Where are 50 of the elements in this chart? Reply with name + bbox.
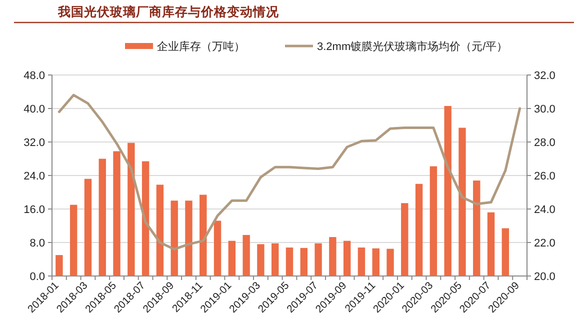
bar	[372, 248, 380, 276]
bar	[228, 240, 236, 276]
bar	[70, 204, 78, 276]
bar	[142, 161, 150, 276]
bar	[56, 255, 63, 276]
y2-tick-label: 24.0	[534, 204, 556, 216]
y-tick-label: 0.0	[30, 271, 45, 283]
bar	[128, 142, 135, 276]
y-tick-label: 16.0	[24, 204, 45, 216]
bar	[185, 200, 192, 276]
bar	[401, 203, 408, 276]
y2-tick-label: 26.0	[534, 170, 556, 182]
bar	[502, 228, 510, 276]
chart-title: 我国光伏玻璃厂商库存与价格变动情况	[57, 4, 280, 19]
y2-tick-label: 30.0	[534, 104, 556, 116]
y2-tick-label: 20.0	[534, 271, 556, 283]
bar	[214, 220, 222, 276]
bar	[242, 234, 250, 276]
bar	[343, 240, 351, 276]
y-tick-label: 40.0	[24, 104, 45, 116]
bar	[170, 200, 178, 276]
y2-tick-label: 28.0	[534, 137, 556, 149]
bar	[300, 248, 308, 276]
bar	[200, 194, 207, 276]
bar	[430, 166, 438, 276]
bar	[272, 243, 279, 276]
bar	[458, 128, 466, 276]
y-tick-label: 48.0	[24, 70, 45, 82]
bar	[113, 151, 120, 276]
line-series	[58, 94, 522, 250]
bar	[487, 212, 495, 276]
bar	[329, 237, 336, 276]
y-tick-label: 32.0	[24, 137, 45, 149]
legend-label: 3.2mm镀膜光伏玻璃市场均价（元/平）	[317, 40, 508, 53]
bar	[415, 184, 423, 276]
y2-tick-label: 22.0	[534, 238, 556, 250]
legend-label: 企业库存（万吨）	[157, 40, 245, 53]
y-tick-label: 8.0	[30, 238, 45, 250]
y-tick-label: 24.0	[24, 170, 45, 182]
bar	[444, 106, 452, 276]
bar	[98, 158, 106, 276]
bar	[286, 248, 294, 276]
bar	[156, 184, 164, 276]
bar	[386, 248, 394, 276]
bar	[84, 178, 92, 276]
bar	[314, 243, 322, 276]
bar	[257, 244, 264, 276]
y2-tick-label: 32.0	[534, 70, 556, 82]
bar	[358, 248, 366, 276]
bar	[473, 180, 480, 276]
